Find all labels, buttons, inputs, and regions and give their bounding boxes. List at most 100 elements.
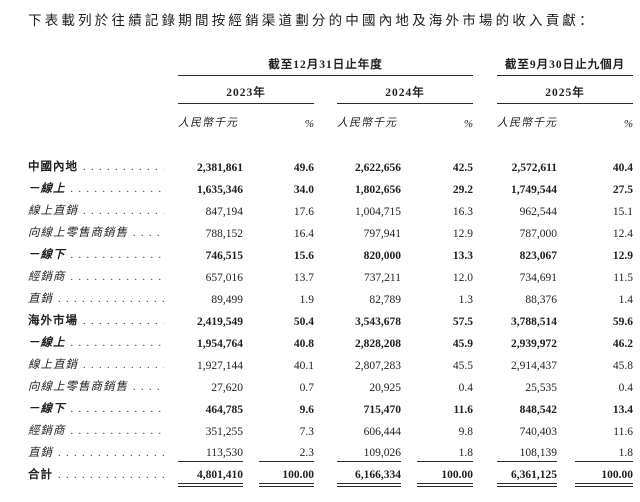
value-2023-cell: 89,499 bbox=[211, 294, 243, 306]
year-2023-header: 2023年 bbox=[168, 76, 314, 104]
percent-header-2025: % bbox=[623, 118, 633, 130]
percent-2025-cell: 11.6 bbox=[613, 426, 633, 438]
dot-leader bbox=[58, 447, 164, 459]
dot-leader bbox=[133, 227, 164, 239]
row-label: 直銷 bbox=[28, 293, 53, 305]
table-row: 經銷商 657,016 13.7 737,211 12.0 734,691 11… bbox=[28, 264, 633, 286]
percent-2023-cell: 40.1 bbox=[293, 360, 314, 372]
year-2023-label: 2023年 bbox=[178, 84, 314, 104]
value-2024-cell: 820,000 bbox=[363, 250, 401, 262]
dot-leader bbox=[83, 161, 164, 173]
percent-2023-cell: 40.8 bbox=[293, 338, 314, 350]
units-header-row: 人民幣千元 % 人民幣千元 % 人民幣千元 % bbox=[28, 104, 633, 130]
percent-2025-cell: 1.8 bbox=[557, 440, 633, 462]
table-body: 中國內地 2,381,861 49.6 2,622,656 42.5 2,572… bbox=[28, 130, 633, 487]
row-label-cell: 直銷 bbox=[28, 440, 168, 462]
year-2024-label: 2024年 bbox=[337, 84, 473, 104]
percent-2024-cell: 13.3 bbox=[452, 250, 473, 262]
row-label-cell: 線上直銷 bbox=[28, 352, 168, 374]
value-2025-cell: 823,067 bbox=[519, 250, 557, 262]
column-group-nine-months: 截至9月30日止九個月 bbox=[473, 56, 633, 76]
percent-2024-cell: 57.5 bbox=[452, 316, 473, 328]
percent-2024-cell: 12.9 bbox=[452, 228, 473, 240]
row-label-cell: －線下 bbox=[28, 396, 168, 418]
value-2025-cell: 2,572,611 bbox=[511, 162, 557, 174]
value-2024-cell: 2,807,283 bbox=[355, 360, 401, 372]
percent-2025-cell: 12.9 bbox=[612, 250, 633, 262]
dot-leader bbox=[83, 205, 164, 217]
percent-2024-cell: 42.5 bbox=[452, 162, 473, 174]
percent-2023-cell: 34.0 bbox=[293, 184, 314, 196]
value-2025-cell: 2,914,437 bbox=[511, 360, 557, 372]
row-label-cell: －線下 bbox=[28, 242, 168, 264]
percent-2024-cell: 16.3 bbox=[452, 206, 473, 218]
value-2024-cell: 6,166,334 bbox=[314, 462, 401, 487]
percent-2024-cell: 29.2 bbox=[452, 184, 473, 196]
value-2024-cell: 2,828,208 bbox=[355, 338, 401, 350]
percent-2025-cell: 59.6 bbox=[612, 316, 633, 328]
value-2023-cell: 27,620 bbox=[211, 382, 243, 394]
value-2024-cell: 737,211 bbox=[364, 272, 401, 284]
percent-2023-cell: 9.6 bbox=[299, 404, 314, 416]
percent-2023-cell: 49.6 bbox=[293, 162, 314, 174]
percent-2023-cell: 100.00 bbox=[243, 462, 314, 487]
column-group-annual: 截至12月31日止年度 bbox=[168, 56, 473, 76]
value-2025-cell: 734,691 bbox=[519, 272, 557, 284]
header-body-spacer bbox=[28, 130, 633, 154]
percent-2024-cell: 9.8 bbox=[458, 426, 473, 438]
row-label-cell: 中國內地 bbox=[28, 154, 168, 176]
value-2025-cell: 25,535 bbox=[525, 382, 557, 394]
table-row: 直銷 89,499 1.9 82,789 1.3 88,376 1.4 bbox=[28, 286, 633, 308]
percent-header-2024: % bbox=[463, 118, 473, 130]
value-2023-cell: 464,785 bbox=[205, 404, 243, 416]
year-2025-label: 2025年 bbox=[497, 84, 633, 104]
percent-2025-cell: 12.4 bbox=[612, 228, 633, 240]
table-row: 經銷商 351,255 7.3 606,444 9.8 740,403 11.6 bbox=[28, 418, 633, 440]
year-2025-header: 2025年 bbox=[473, 76, 633, 104]
revenue-by-channel-table: 截至12月31日止年度 截至9月30日止九個月 2023年 2024年 2025… bbox=[28, 56, 633, 487]
value-2025-cell: 88,376 bbox=[525, 294, 557, 306]
value-2023-cell: 4,801,410 bbox=[168, 462, 243, 487]
row-label: －線上 bbox=[28, 183, 66, 195]
table-row: 中國內地 2,381,861 49.6 2,622,656 42.5 2,572… bbox=[28, 154, 633, 176]
value-2023-cell: 788,152 bbox=[205, 228, 243, 240]
percent-2024-cell: 1.8 bbox=[401, 440, 473, 462]
percent-2025-cell: 45.8 bbox=[612, 360, 633, 372]
value-2025-cell: 962,544 bbox=[519, 206, 557, 218]
table-row: －線下 464,785 9.6 715,470 11.6 848,542 13.… bbox=[28, 396, 633, 418]
value-2025-cell: 1,749,544 bbox=[511, 184, 557, 196]
value-2024-cell: 715,470 bbox=[363, 404, 401, 416]
value-2025-cell: 740,403 bbox=[519, 426, 557, 438]
row-label: 線上直銷 bbox=[28, 359, 78, 371]
header-spacer bbox=[28, 56, 168, 76]
table-row: 向線上零售商銷售 27,620 0.7 20,925 0.4 25,535 0.… bbox=[28, 374, 633, 396]
dot-leader bbox=[58, 469, 164, 481]
row-label-cell: 經銷商 bbox=[28, 418, 168, 440]
row-label: 海外市場 bbox=[28, 315, 78, 327]
value-2024-cell: 82,789 bbox=[369, 294, 401, 306]
unit-header-2023: 人民幣千元 bbox=[178, 117, 238, 129]
percent-header-2023: % bbox=[304, 118, 314, 130]
dot-leader bbox=[71, 183, 165, 195]
unit-header-2025: 人民幣千元 bbox=[497, 117, 557, 129]
value-2024-cell: 606,444 bbox=[363, 426, 401, 438]
row-label: 直銷 bbox=[28, 447, 53, 459]
dot-leader bbox=[58, 293, 164, 305]
value-2025-cell: 787,000 bbox=[519, 228, 557, 240]
row-label-cell: －線上 bbox=[28, 176, 168, 198]
row-label-cell: 線上直銷 bbox=[28, 198, 168, 220]
table-row: 向線上零售商銷售 788,152 16.4 797,941 12.9 787,0… bbox=[28, 220, 633, 242]
dot-leader bbox=[71, 337, 165, 349]
value-2023-cell: 746,515 bbox=[205, 250, 243, 262]
dot-leader bbox=[83, 315, 164, 327]
value-2025-cell: 108,139 bbox=[473, 440, 557, 462]
row-label: 向線上零售商銷售 bbox=[28, 227, 128, 239]
table-row: 合計 4,801,410 100.00 6,166,334 100.00 6,3… bbox=[28, 462, 633, 487]
value-2024-cell: 1,004,715 bbox=[355, 206, 401, 218]
column-group-nine-months-label: 截至9月30日止九個月 bbox=[497, 56, 633, 76]
value-2024-cell: 797,941 bbox=[363, 228, 401, 240]
row-label: 向線上零售商銷售 bbox=[28, 381, 128, 393]
percent-2023-cell: 7.3 bbox=[299, 426, 314, 438]
header-spacer bbox=[28, 104, 168, 130]
